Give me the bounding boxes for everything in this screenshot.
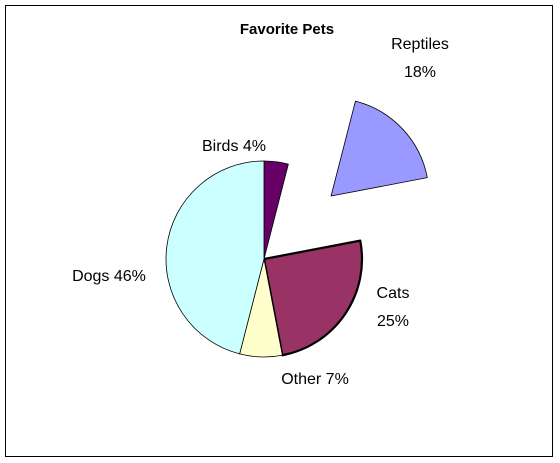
chart-frame — [5, 5, 553, 457]
pie-slice-reptiles — [330, 100, 428, 197]
pie-slices — [165, 100, 428, 358]
label-reptiles-name: Reptiles — [391, 36, 449, 53]
label-cats-percent: 25% — [377, 313, 409, 330]
label-reptiles-percent: 18% — [404, 64, 436, 81]
pie-slice-cats — [262, 239, 364, 357]
label-cats-name: Cats — [377, 285, 410, 302]
pie-slice-dogs — [165, 160, 265, 355]
pie-slice-birds — [263, 160, 289, 260]
chart-title: Favorite Pets — [240, 21, 334, 38]
label-other: Other 7% — [281, 371, 349, 388]
label-birds: Birds 4% — [202, 138, 266, 155]
label-dogs: Dogs 46% — [72, 268, 146, 285]
